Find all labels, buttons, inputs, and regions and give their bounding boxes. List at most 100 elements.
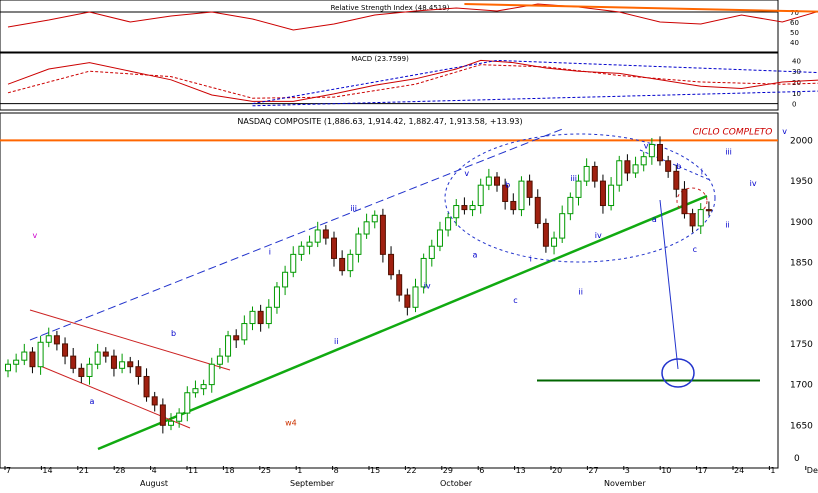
candle-body — [38, 342, 43, 366]
x-tick-label: 7 — [6, 466, 11, 475]
candle-body — [486, 177, 491, 185]
candle-body — [609, 185, 614, 205]
price-zero-label: 0 — [794, 454, 800, 464]
candle-body — [552, 238, 557, 246]
x-tick-label: 28 — [115, 466, 125, 475]
price-tick-label: 1900 — [790, 218, 813, 228]
x-month-label: September — [290, 479, 335, 488]
x-tick-label: 14 — [42, 466, 52, 475]
wave-annotation: b — [171, 329, 176, 338]
candle-body — [568, 197, 573, 213]
price-tick-label: 1750 — [790, 340, 813, 350]
candle-body — [226, 336, 231, 356]
wave-annotation: iv — [424, 282, 431, 291]
wave-annotation: v — [782, 127, 787, 136]
candle-body — [666, 161, 671, 172]
candle-body — [315, 230, 320, 242]
candle-body — [429, 246, 434, 258]
candle-body — [242, 324, 247, 340]
x-tick-label: Decem — [807, 466, 818, 475]
candle-body — [519, 181, 524, 209]
macd-tick-label: 0 — [792, 101, 796, 109]
candle-body — [283, 272, 288, 287]
x-tick-label: 25 — [261, 466, 271, 475]
candle-body — [356, 234, 361, 254]
wave-annotation: iii — [350, 204, 357, 213]
macd-tick-label: 10 — [792, 90, 801, 98]
candle-body — [364, 222, 369, 234]
candle-body — [250, 311, 255, 323]
x-month-label: August — [140, 479, 168, 488]
candle-body — [177, 413, 182, 421]
candle-body — [535, 197, 540, 223]
candle-body — [209, 364, 214, 384]
candle-body — [698, 210, 703, 226]
x-tick-label: 6 — [479, 466, 484, 475]
wave-annotation: v — [644, 142, 649, 151]
candle-body — [46, 336, 51, 343]
candle-body — [160, 405, 165, 425]
candle-body — [14, 360, 19, 364]
candle-body — [54, 336, 59, 344]
x-tick-label: 29 — [443, 466, 453, 475]
x-tick-label: 8 — [334, 466, 339, 475]
candle-body — [446, 218, 451, 230]
candle-body — [576, 181, 581, 197]
candle-body — [543, 223, 548, 246]
candle-body — [674, 171, 679, 189]
price-title: NASDAQ COMPOSITE (1,886.63, 1,914.42, 1,… — [237, 117, 522, 126]
x-tick-label: 10 — [661, 466, 671, 475]
x-tick-label: 13 — [516, 466, 526, 475]
price-tick-label: 1950 — [790, 177, 813, 187]
x-tick-label: 17 — [698, 466, 708, 475]
wave-annotation: iii — [570, 174, 577, 183]
wave-annotation: a — [652, 215, 657, 224]
candle-body — [307, 242, 312, 246]
candle-body — [323, 230, 328, 238]
wave-annotation: iii — [725, 147, 732, 156]
wave-annotation: a — [473, 251, 478, 260]
wave-annotation: v — [464, 169, 469, 178]
price-tick-label: 2000 — [790, 136, 813, 146]
candle-body — [169, 421, 174, 425]
wave-annotation: a — [90, 397, 95, 406]
candle-body — [478, 185, 483, 205]
rsi-tick-label: 40 — [790, 39, 799, 47]
x-tick-label: 3 — [625, 466, 630, 475]
price-panel: NASDAQ COMPOSITE (1,886.63, 1,914.42, 1,… — [0, 113, 778, 468]
candle-body — [128, 362, 133, 367]
candle-body — [462, 206, 467, 210]
candle-body — [470, 206, 475, 210]
rsi-tick-label: 50 — [790, 29, 799, 37]
candle-body — [95, 352, 100, 364]
wave-annotation: w4 — [285, 418, 297, 427]
candle-body — [136, 367, 141, 377]
price-tick-label: 1850 — [790, 259, 813, 269]
candle-body — [633, 165, 638, 173]
candle-body — [201, 385, 206, 389]
price-tick-label: 1800 — [790, 299, 813, 309]
x-tick-label: 22 — [406, 466, 416, 475]
candle-body — [584, 166, 589, 181]
wave-annotation: CICLO COMPLETO — [693, 128, 773, 138]
candle-body — [658, 144, 663, 160]
candle-body — [152, 397, 157, 405]
candle-body — [348, 254, 353, 270]
x-tick-label: 4 — [152, 466, 157, 475]
candle-body — [63, 344, 68, 356]
x-tick-label: 27 — [588, 466, 598, 475]
candle-body — [405, 295, 410, 307]
candle-body — [690, 214, 695, 226]
candle-body — [79, 368, 84, 376]
wave-annotation: b — [505, 181, 510, 190]
x-tick-label: 20 — [552, 466, 562, 475]
x-tick-label: 24 — [734, 466, 744, 475]
macd-panel: MACD (23.7599) — [0, 53, 778, 110]
candle-body — [511, 201, 516, 209]
wave-annotation: i — [269, 247, 271, 256]
wave-annotation: ii — [334, 337, 338, 346]
candle-body — [234, 336, 239, 340]
candle-body — [495, 177, 500, 185]
